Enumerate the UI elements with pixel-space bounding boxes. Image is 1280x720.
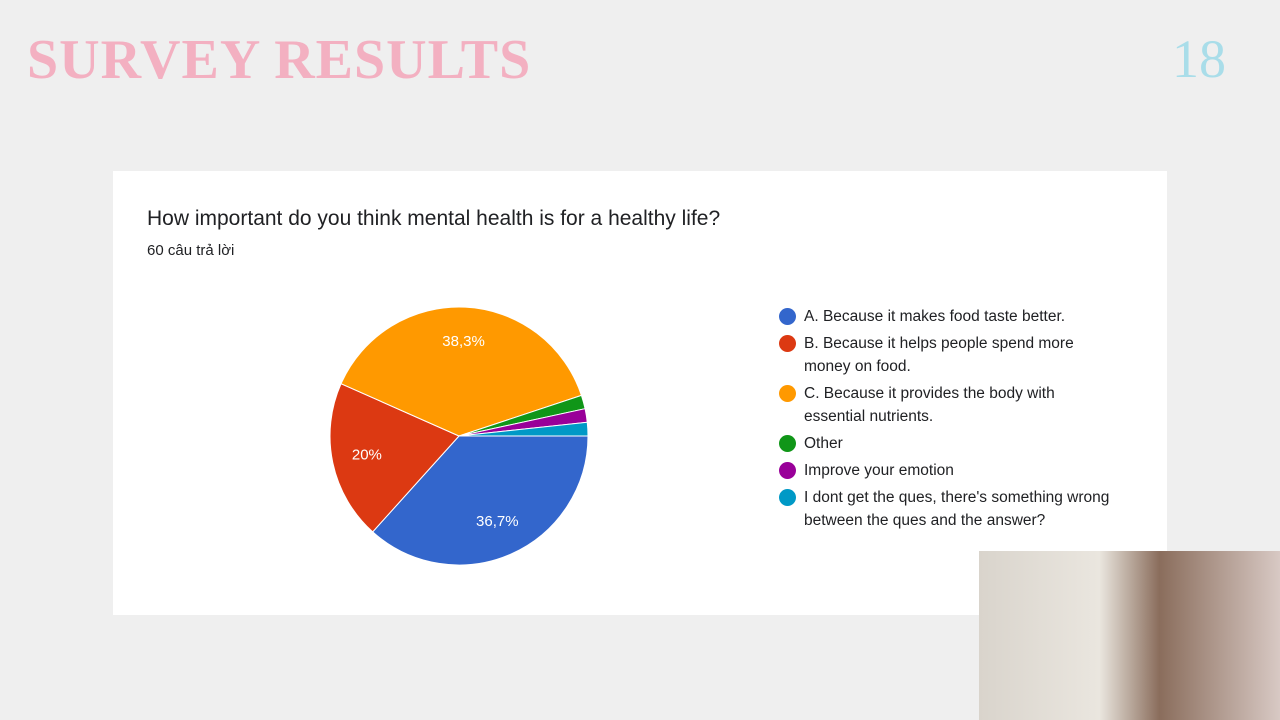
legend-swatch [779,462,796,479]
pie-slice [340,306,583,437]
legend-label: B. Because it helps people spend more mo… [804,335,1074,375]
pie-slice [371,435,589,566]
legend-label: C. Because it provides the body with ess… [804,385,1055,425]
legend-label: Other [804,435,843,452]
legend-label: Improve your emotion [804,462,954,479]
legend-item: I dont get the ques, there's something w… [779,486,1119,532]
legend-swatch [779,335,796,352]
webcam-video [979,551,1280,720]
legend-item: C. Because it provides the body with ess… [779,382,1119,428]
legend-swatch [779,385,796,402]
legend: A. Because it makes food taste better. B.… [779,305,1119,536]
legend-swatch [779,435,796,452]
legend-swatch [779,489,796,506]
data-label: 38,3% [442,333,485,350]
legend-item: Improve your emotion [779,459,1119,482]
chart-card: How important do you think mental health… [113,171,1167,615]
chart-subtitle: 60 câu trả lời [147,242,235,259]
data-label: 20% [352,447,382,464]
legend-swatch [779,308,796,325]
page-number: 18 [1172,29,1226,89]
legend-item: B. Because it helps people spend more mo… [779,332,1119,378]
slide-title: SURVEY RESULTS [27,29,532,91]
legend-label: I dont get the ques, there's something w… [804,489,1110,529]
pie-chart: 36,7% 20% 38,3% [329,306,589,566]
chart-title: How important do you think mental health… [147,207,721,230]
data-label: 36,7% [476,513,519,530]
legend-item: Other [779,432,1119,455]
legend-item: A. Because it makes food taste better. [779,305,1119,328]
pie-slice [329,383,460,533]
pie-slice [458,421,589,437]
legend-label: A. Because it makes food taste better. [804,308,1066,325]
